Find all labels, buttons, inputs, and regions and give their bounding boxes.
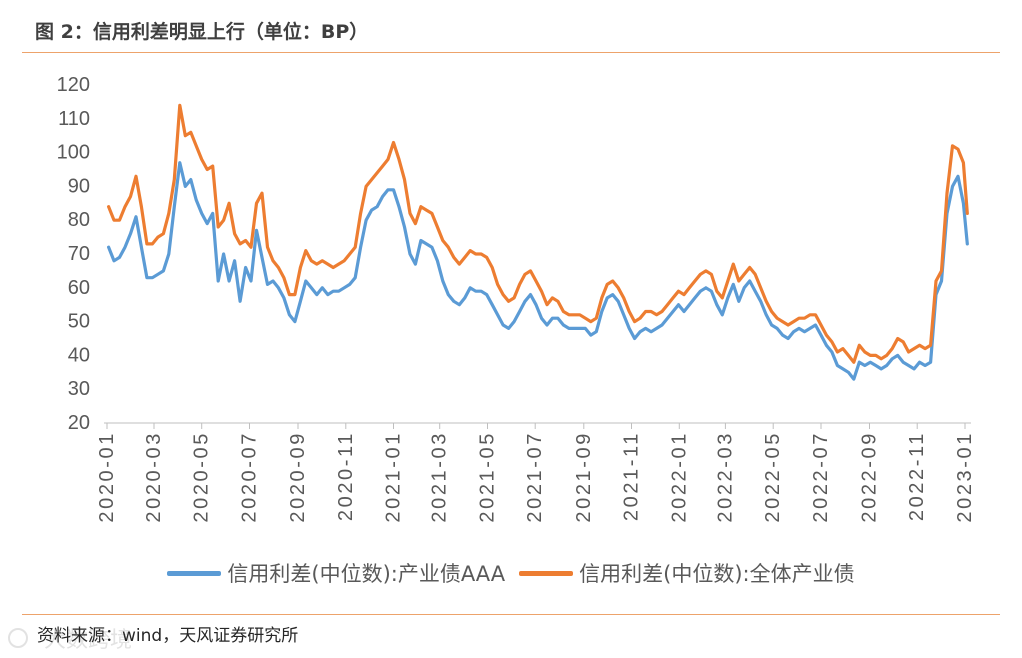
- y-axis: 20 30 40 50 60 70 80 90 100 110 120: [57, 74, 90, 434]
- source-note: 资料来源：wind，天风证券研究所: [37, 626, 299, 646]
- x-tick-label: 2021-03: [429, 431, 451, 523]
- legend-swatch-all-industrial: [519, 570, 574, 576]
- x-tick-label: 2020-03: [143, 431, 165, 523]
- y-tick-label: 90: [68, 175, 90, 197]
- x-tick-label: 2022-09: [859, 431, 881, 523]
- x-tick-label: 2020-11: [335, 431, 357, 521]
- chart-legend: 信用利差(中位数):产业债AAA 信用利差(中位数):全体产业债: [0, 557, 1022, 589]
- watermark-logo-icon: [8, 628, 28, 648]
- series-line-industrial-aaa: [106, 161, 969, 381]
- y-tick-label: 110: [58, 108, 90, 130]
- x-tick-label: 2021-01: [383, 431, 405, 523]
- x-tick-label: 2020-01: [96, 431, 118, 523]
- x-tick-label: 2021-09: [573, 431, 595, 523]
- source-divider: [22, 614, 1000, 615]
- title-divider: [22, 52, 1000, 53]
- legend-swatch-industrial-aaa: [167, 570, 222, 576]
- y-tick-label: 30: [68, 378, 90, 400]
- x-tick-label: 2022-07: [810, 431, 832, 523]
- y-tick-label: 50: [68, 311, 90, 333]
- x-tick-label: 2023-01: [954, 431, 976, 523]
- x-tick-label: 2020-09: [287, 431, 309, 523]
- y-tick-label: 70: [68, 243, 90, 265]
- line-chart: 20 30 40 50 60 70 80 90 100 110 120 2020-01 2020-03…: [57, 74, 976, 523]
- y-tick-label: 80: [68, 209, 90, 231]
- x-tick-label: 2022-01: [668, 431, 690, 523]
- y-tick-label: 120: [57, 74, 90, 96]
- series-lines: [106, 103, 969, 381]
- legend-item-all-industrial: 信用利差(中位数):全体产业债: [519, 558, 855, 588]
- chart-title: 图 2：信用利差明显上行（单位：BP）: [35, 21, 369, 43]
- y-tick-label: 40: [68, 344, 90, 366]
- x-axis: 2020-01 2020-03 2020-05 2020-07 2020-09 2020-…: [96, 422, 976, 523]
- y-tick-label: 100: [57, 142, 90, 164]
- legend-label-all-industrial: 信用利差(中位数):全体产业债: [579, 562, 855, 586]
- x-tick-label: 2020-05: [191, 431, 213, 523]
- x-tick-label: 2021-05: [477, 431, 499, 523]
- x-tick-label: 2021-11: [621, 431, 643, 521]
- y-tick-label: 20: [68, 412, 90, 434]
- y-tick-label: 60: [68, 277, 90, 299]
- watermark: 大数跨境: [8, 622, 132, 654]
- watermark-text: 大数跨境: [44, 628, 133, 653]
- series-line-all-industrial: [106, 103, 969, 364]
- x-tick-label: 2020-07: [239, 431, 261, 523]
- legend-item-industrial-aaa: 信用利差(中位数):产业债AAA: [167, 558, 505, 588]
- x-tick-label: 2022-11: [906, 431, 928, 521]
- x-tick-label: 2022-05: [762, 431, 784, 523]
- legend-label-industrial-aaa: 信用利差(中位数):产业债AAA: [227, 562, 506, 586]
- x-tick-label: 2021-07: [524, 431, 546, 523]
- x-tick-label: 2022-03: [714, 431, 736, 523]
